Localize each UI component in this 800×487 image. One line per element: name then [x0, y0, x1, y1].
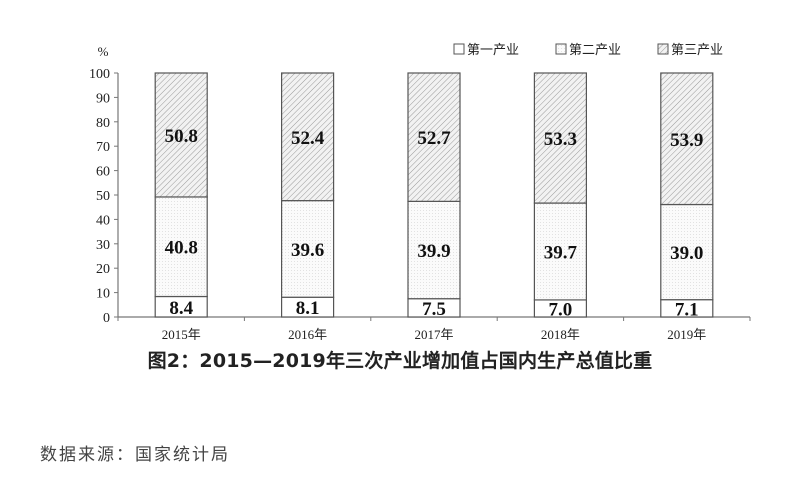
legend-item: 第三产业: [657, 43, 723, 58]
y-tick-label: 50: [96, 189, 110, 204]
data-label: 8.1: [296, 298, 320, 319]
y-tick-label: 10: [96, 287, 110, 302]
data-label: 53.3: [544, 129, 577, 150]
y-tick-label: 30: [96, 238, 110, 253]
data-label: 7.5: [422, 299, 446, 320]
x-tick-label: 2017年: [414, 327, 453, 340]
bar-segment-3: [407, 72, 461, 202]
x-tick-label: 2018年: [541, 327, 580, 340]
data-label: 7.1: [675, 299, 699, 320]
y-tick-label: 20: [96, 262, 110, 277]
data-label: 39.7: [544, 242, 578, 263]
data-label: 7.0: [549, 299, 573, 320]
data-source: 数据来源：国家统计局: [40, 445, 230, 465]
legend-swatch: [453, 43, 465, 55]
bar-segment-2: [281, 200, 335, 298]
bar-segment-2: [407, 200, 461, 300]
x-tick-label: 2015年: [162, 327, 201, 340]
y-tick-label: 40: [96, 213, 110, 228]
data-label: 8.4: [169, 298, 193, 319]
data-label: 52.7: [417, 128, 451, 149]
bar-segment-3: [533, 72, 588, 204]
data-label: 53.9: [670, 130, 703, 151]
legend-item: 第二产业: [555, 43, 621, 58]
x-tick-label: 2016年: [288, 327, 327, 340]
legend-item: 第一产业: [453, 43, 519, 58]
data-label: 39.6: [291, 240, 324, 261]
legend-label: 第三产业: [671, 43, 723, 58]
legend-label: 第二产业: [569, 43, 621, 58]
data-label: 52.4: [291, 128, 325, 149]
bar-segment-3: [281, 72, 335, 202]
data-label: 50.8: [165, 126, 198, 147]
y-tick-label: 70: [96, 140, 110, 155]
data-label: 39.9: [417, 241, 450, 262]
data-label: 40.8: [165, 238, 198, 259]
bar-segment-2: [154, 196, 208, 298]
legend-swatch: [657, 43, 669, 55]
bar-segment-3: [660, 72, 714, 206]
y-tick-label: 0: [103, 311, 110, 326]
bar-segment-3: [154, 72, 208, 198]
bar-segment-2: [533, 202, 588, 301]
x-tick-label: 2019年: [667, 327, 706, 340]
y-axis-unit: %: [98, 44, 109, 59]
y-tick-label: 100: [89, 67, 110, 82]
legend-swatch: [555, 43, 567, 55]
legend-label: 第一产业: [467, 43, 519, 58]
y-tick-label: 90: [96, 91, 110, 106]
data-label: 39.0: [670, 243, 703, 264]
y-tick-label: 60: [96, 165, 110, 180]
chart-title: 图2：2015—2019年三次产业增加值占国内生产总值比重: [147, 350, 653, 372]
y-tick-label: 80: [96, 116, 110, 131]
stacked-bar-chart: % 0 10 20 30 40 50 60 70 80 90 100 2015年 2016年 2017年 20…: [89, 43, 751, 340]
